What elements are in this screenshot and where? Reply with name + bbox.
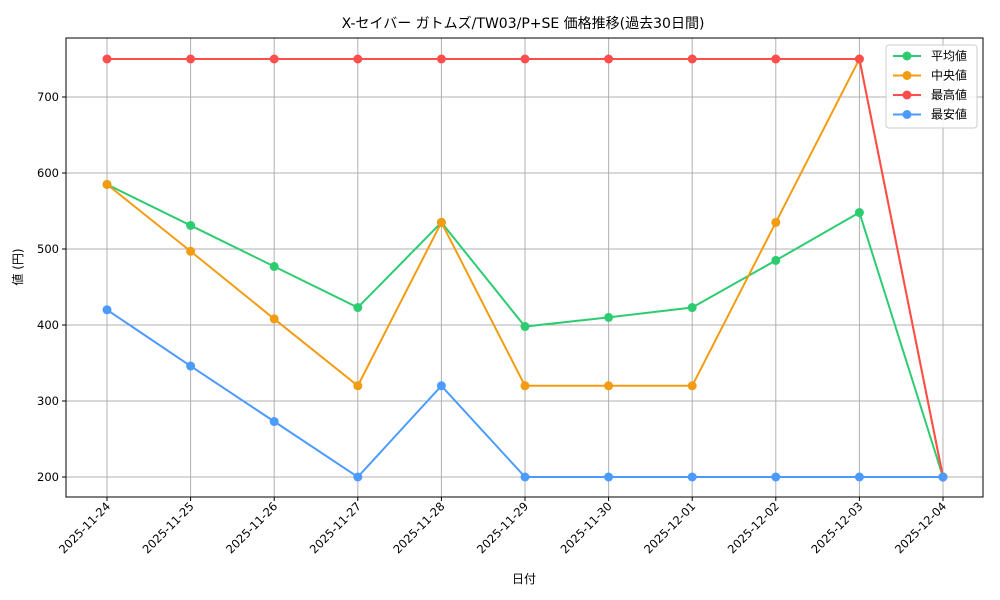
- data-point: [771, 472, 781, 482]
- y-axis-label: 値 (円): [10, 248, 25, 285]
- x-tick-label: 2025-12-02: [725, 499, 782, 556]
- data-point: [186, 54, 196, 64]
- legend-marker-icon: [902, 51, 912, 61]
- data-point: [854, 54, 864, 64]
- y-tick-label: 400: [37, 318, 59, 332]
- data-point: [520, 54, 530, 64]
- data-point: [854, 472, 864, 482]
- legend-marker-icon: [902, 90, 912, 100]
- x-tick-label: 2025-11-27: [307, 499, 364, 556]
- chart-title: X-セイバー ガトムズ/TW03/P+SE 価格推移(過去30日間): [342, 16, 705, 32]
- x-axis-label: 日付: [512, 572, 536, 586]
- legend-label: 中央値: [931, 68, 967, 83]
- x-tick-label: 2025-11-26: [223, 499, 280, 556]
- x-tick-label: 2025-11-24: [56, 499, 113, 556]
- legend-frame: [885, 44, 978, 129]
- data-point: [604, 54, 614, 64]
- data-point: [436, 381, 446, 391]
- series-line: [102, 305, 948, 482]
- data-point: [186, 246, 196, 256]
- data-series: [102, 54, 948, 482]
- data-point: [436, 54, 446, 64]
- data-point: [520, 381, 530, 391]
- data-point: [269, 54, 279, 64]
- data-point: [771, 54, 781, 64]
- data-point: [353, 381, 363, 391]
- x-tick-label: 2025-11-25: [140, 499, 197, 556]
- data-point: [102, 179, 112, 189]
- y-tick-label: 500: [37, 242, 59, 256]
- data-point: [687, 54, 697, 64]
- legend-marker-icon: [902, 110, 912, 119]
- y-axis-ticks: 200 300 400 500 600 700: [37, 90, 66, 484]
- data-point: [269, 314, 279, 324]
- data-point: [353, 472, 363, 482]
- data-point: [102, 54, 112, 64]
- data-point: [687, 472, 697, 482]
- data-point: [353, 54, 363, 64]
- data-point: [269, 261, 279, 271]
- data-point: [353, 303, 363, 313]
- series-line: [102, 179, 948, 482]
- data-point: [771, 255, 781, 265]
- data-point: [854, 208, 864, 218]
- data-point: [604, 381, 614, 391]
- data-point: [604, 472, 614, 482]
- data-point: [687, 303, 697, 313]
- data-point: [687, 381, 697, 391]
- data-point: [186, 361, 196, 371]
- legend-marker-icon: [902, 71, 912, 80]
- x-tick-label: 2025-11-29: [474, 499, 531, 556]
- data-point: [520, 322, 530, 332]
- data-point: [604, 312, 614, 322]
- x-tick-label: 2025-11-28: [390, 499, 447, 556]
- y-tick-label: 600: [37, 166, 59, 180]
- data-point: [436, 217, 446, 227]
- x-tick-label: 2025-11-30: [558, 499, 615, 556]
- data-point: [269, 417, 279, 427]
- data-point: [938, 472, 948, 482]
- y-tick-label: 200: [37, 470, 59, 484]
- legend-label: 最高値: [931, 87, 967, 102]
- y-tick-label: 700: [37, 90, 59, 104]
- x-axis-ticks: 2025-11-24 2025-11-25 2025-11-26 2025-11-27…: [56, 497, 949, 556]
- x-tick-label: 2025-12-03: [808, 499, 865, 556]
- legend-label: 最安値: [931, 107, 967, 122]
- legend-label: 平均値: [931, 48, 967, 63]
- data-point: [520, 472, 530, 482]
- y-tick-label: 300: [37, 394, 59, 408]
- grid-lines: [66, 38, 983, 497]
- data-point: [771, 217, 781, 227]
- data-point: [102, 305, 112, 315]
- series-line: [102, 54, 948, 482]
- x-tick-label: 2025-12-04: [892, 499, 949, 556]
- x-tick-label: 2025-12-01: [641, 499, 698, 556]
- data-point: [186, 220, 196, 230]
